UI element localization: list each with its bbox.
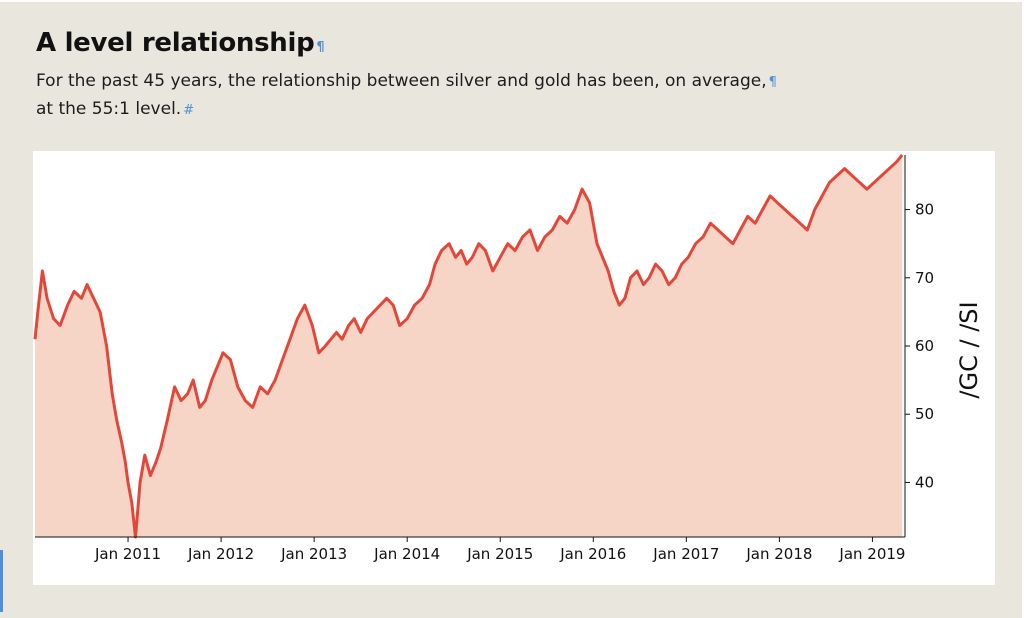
- subtitle-line-2: at the 55:1 level.: [36, 99, 182, 119]
- chart-panel: Jan 2011 Jan 2012 Jan 2013 Jan 2014 Jan 2015…: [33, 151, 995, 585]
- pilcrow-mark: ¶: [768, 75, 777, 90]
- y-tick-label: 50: [915, 405, 934, 423]
- x-tick-label: Jan 2019: [838, 545, 905, 563]
- chart-subtitle: For the past 45 years, the relationship …: [36, 68, 936, 124]
- y-tick-label: 80: [915, 201, 934, 219]
- y-tick-label: 70: [915, 269, 934, 287]
- x-tick-label: Jan 2015: [466, 545, 533, 563]
- area-fill: [35, 155, 903, 537]
- y-tick-label: 60: [915, 337, 934, 355]
- text-cursor-marker: [0, 550, 3, 612]
- pilcrow-mark: ¶: [316, 40, 325, 55]
- ratio-area-chart: Jan 2011 Jan 2012 Jan 2013 Jan 2014 Jan 2015…: [33, 151, 995, 585]
- y-axis-title: /GC / /SI: [955, 301, 983, 398]
- x-tick-label: Jan 2017: [652, 545, 719, 563]
- x-tick-label: Jan 2013: [280, 545, 347, 563]
- chart-title-text: A level relationship: [36, 28, 315, 58]
- x-axis-ticks: Jan 2011 Jan 2012 Jan 2013 Jan 2014 Jan 2015…: [94, 537, 905, 563]
- y-axis-ticks: 40 50 60 70 80: [905, 201, 934, 491]
- end-of-cell-mark: #: [183, 103, 195, 118]
- x-tick-label: Jan 2016: [559, 545, 626, 563]
- x-tick-label: Jan 2012: [187, 545, 254, 563]
- series-line: [33, 154, 904, 539]
- x-tick-label: Jan 2014: [373, 545, 440, 563]
- y-tick-label: 40: [915, 473, 934, 491]
- x-tick-label: Jan 2011: [94, 545, 161, 563]
- x-tick-label: Jan 2018: [745, 545, 812, 563]
- chart-title: A level relationship ¶: [36, 28, 325, 58]
- subtitle-line-1: For the past 45 years, the relationship …: [36, 71, 767, 91]
